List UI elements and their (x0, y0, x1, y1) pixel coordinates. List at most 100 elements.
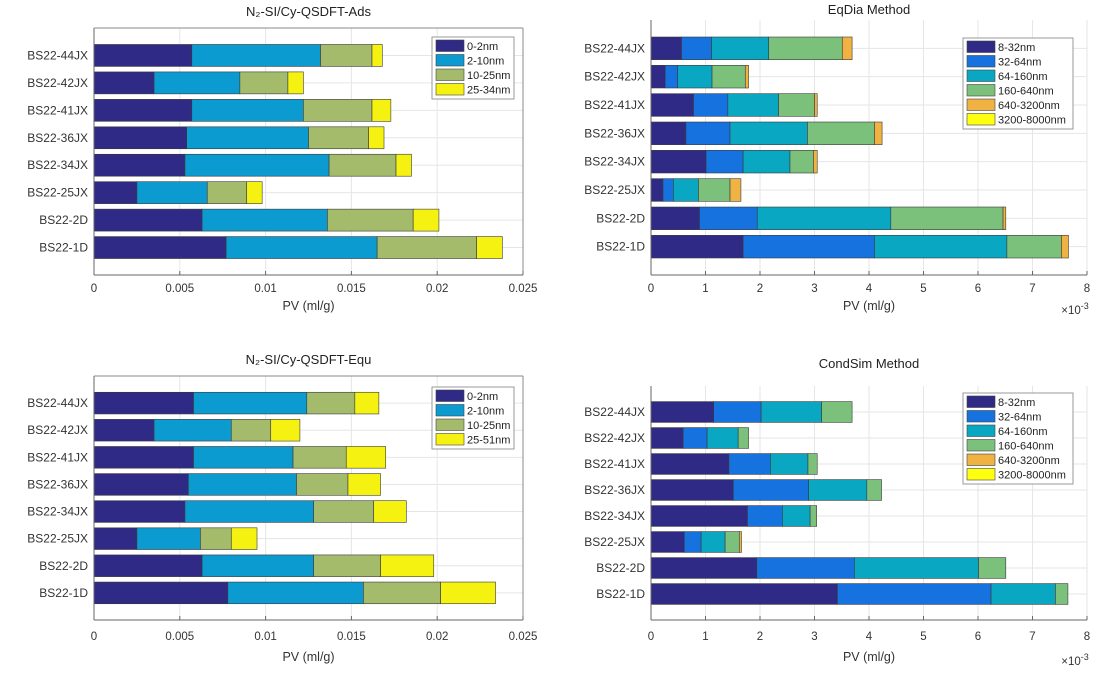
legend-entry: 25-34nm (467, 85, 510, 97)
bar-segment (698, 178, 731, 202)
legend-entry: 160-640nm (998, 86, 1054, 98)
bar-segment (760, 401, 822, 423)
bar-segment (756, 557, 855, 579)
x-axis-multiplier: ×10-3 (1061, 652, 1089, 668)
bar-segment (756, 206, 892, 230)
legend: 8-32nm 32-64nm 64-160nm 160-640nm 640-3200nm… (962, 392, 1074, 485)
bar-segment (93, 527, 138, 550)
multiplier-exponent: -3 (1081, 652, 1089, 662)
category-label: BS22-42JX (584, 70, 645, 84)
bar-segment (683, 531, 702, 553)
legend-entry: 640-3200nm (998, 100, 1060, 112)
bar-segment (874, 235, 1008, 259)
bar-segment (412, 208, 440, 232)
bar-segment (93, 554, 203, 577)
x-tick-label: 0.01 (254, 631, 276, 643)
bar-segment (230, 419, 272, 442)
category-label: BS22-34JX (27, 505, 88, 519)
bar-segment (193, 446, 294, 469)
bar-segment (693, 93, 729, 117)
category-label: BS22-42JX (584, 431, 645, 445)
bar-segment (650, 36, 682, 60)
category-label: BS22-2D (39, 559, 88, 573)
legend-entry: 3200-8000nm (998, 115, 1066, 127)
bar-segment (853, 557, 979, 579)
legend-swatch (966, 424, 996, 437)
bar-segment (1055, 583, 1069, 605)
bar-segment (978, 557, 1007, 579)
x-tick-label: 7 (1029, 631, 1035, 643)
bar-segment (93, 71, 155, 95)
legend-entry: 0-2nm (467, 41, 498, 53)
bar-segment (246, 181, 263, 204)
category-label: BS22-34JX (27, 158, 88, 172)
category-label: BS22-36JX (27, 477, 88, 491)
legend-entry: 25-51nm (467, 435, 510, 447)
bar-segment (395, 153, 412, 177)
bar-segment (837, 583, 992, 605)
legend-entry: 64-160nm (998, 71, 1048, 83)
category-label: BS22-42JX (27, 76, 88, 90)
bar-segment (93, 581, 229, 605)
bar-segment (650, 479, 734, 501)
category-label: BS22-44JX (584, 41, 645, 55)
legend-entry: 2-10nm (467, 406, 504, 418)
bar-segment (93, 208, 203, 232)
legend-entry: 3200-8000nm (998, 470, 1066, 482)
bar-segment (93, 181, 138, 204)
bar-segment (347, 473, 381, 496)
legend-swatch (435, 404, 465, 417)
bar-segment (682, 427, 708, 449)
x-tick-label: 2 (757, 283, 763, 295)
x-tick-label: 0.025 (509, 631, 538, 643)
bar-segment (685, 121, 731, 145)
bar-segment (93, 44, 193, 67)
legend-swatch (966, 410, 996, 423)
bar-segment (807, 121, 875, 145)
bar-segment (371, 99, 392, 122)
category-label: BS22-42JX (27, 423, 88, 437)
legend-swatch (966, 98, 996, 111)
bar-segment (327, 208, 414, 232)
bar-segment (313, 554, 381, 577)
bar-segment (306, 391, 356, 415)
legend-entry: 32-64nm (998, 57, 1041, 69)
bar-segment (201, 554, 314, 577)
bar-segment (664, 65, 679, 89)
x-tick-label: 6 (975, 631, 981, 643)
category-label: BS22-25JX (584, 535, 645, 549)
category-label: BS22-41JX (27, 103, 88, 117)
bar-segment (93, 473, 189, 496)
bar-segment (744, 65, 749, 89)
category-label: BS22-41JX (584, 98, 645, 112)
bar-segment (371, 44, 383, 67)
bar-segment (136, 527, 201, 550)
bar-segment (874, 121, 883, 145)
x-tick-label: 8 (1084, 283, 1090, 295)
legend: 0-2nm 2-10nm 10-25nm 25-34nm (431, 36, 515, 100)
chart-title: N₂-SI/Cy-QSDFT-Equ (246, 352, 372, 367)
category-label: BS22-41JX (27, 450, 88, 464)
x-tick-label: 0.015 (337, 283, 366, 295)
legend-swatch (435, 68, 465, 81)
bar-segment (650, 150, 707, 174)
bar-segment (782, 505, 811, 527)
category-label: BS22-41JX (584, 457, 645, 471)
bar-segment (737, 427, 749, 449)
legend-swatch (966, 113, 996, 126)
bar-segment (866, 479, 882, 501)
x-axis-multiplier: ×10-3 (1061, 301, 1089, 317)
category-label: BS22-44JX (27, 48, 88, 62)
bar-segment (93, 153, 186, 177)
bar-segment (650, 235, 744, 259)
category-label: BS22-34JX (584, 509, 645, 523)
bar-segment (363, 581, 441, 605)
legend-swatch (435, 83, 465, 96)
legend-swatch (435, 418, 465, 431)
bar-segment (841, 36, 853, 60)
bar-segment (308, 126, 369, 150)
x-tick-label: 0.015 (337, 631, 366, 643)
x-tick-label: 1 (702, 631, 708, 643)
bar-segment (292, 446, 347, 469)
bar-segment (890, 206, 1004, 230)
